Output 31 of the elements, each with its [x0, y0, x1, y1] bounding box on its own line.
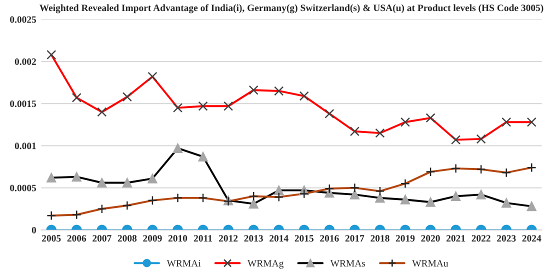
y-tick-label: 0.002	[14, 58, 36, 66]
x-tick-label: 2016	[320, 235, 339, 242]
x-tick-label: 2020	[421, 235, 440, 242]
legend-label: WRMAg	[247, 260, 284, 269]
x-tick-label: 2019	[396, 235, 415, 242]
x-tick-label: 2005	[42, 235, 61, 242]
x-tick-label: 2018	[370, 235, 390, 242]
x-tick-label: 2017	[345, 235, 364, 242]
y-tick-label: 0.001	[14, 142, 36, 150]
x-tick-label: 2021	[446, 235, 466, 242]
x-tick-label: 2013	[244, 235, 263, 242]
x-tick-label: 2010	[168, 235, 188, 242]
legend-label: WRMAu	[412, 260, 448, 267]
y-tick-label: 0	[32, 226, 36, 234]
legend-label: WRMAi	[166, 260, 201, 267]
x-tick-label: 2022	[472, 235, 490, 242]
x-tick-label: 2009	[143, 235, 162, 242]
x-tick-label: 2015	[294, 235, 314, 242]
x-tick-label: 2023	[497, 235, 516, 242]
y-tick-label: 0.0005	[10, 184, 36, 192]
x-tick-label: 2007	[92, 235, 112, 242]
x-tick-label: 2024	[522, 235, 542, 242]
y-tick-label: 0.0015	[10, 100, 36, 108]
legend-label: WRMAs	[330, 260, 366, 267]
x-tick-label: 2006	[67, 235, 86, 242]
x-tick-label: 2008	[118, 235, 137, 242]
chart-title: Weighted Revealed Import Advantage of India(i), Germany(g) Switzerland(s) & USA(u) at Product levels (HS Code 3005)	[40, 4, 544, 14]
x-tick-label: 2011	[194, 235, 212, 242]
y-tick-label: 0.0025	[10, 16, 36, 23]
x-tick-label: 2012	[218, 235, 238, 242]
x-tick-label: 2014	[270, 235, 288, 242]
